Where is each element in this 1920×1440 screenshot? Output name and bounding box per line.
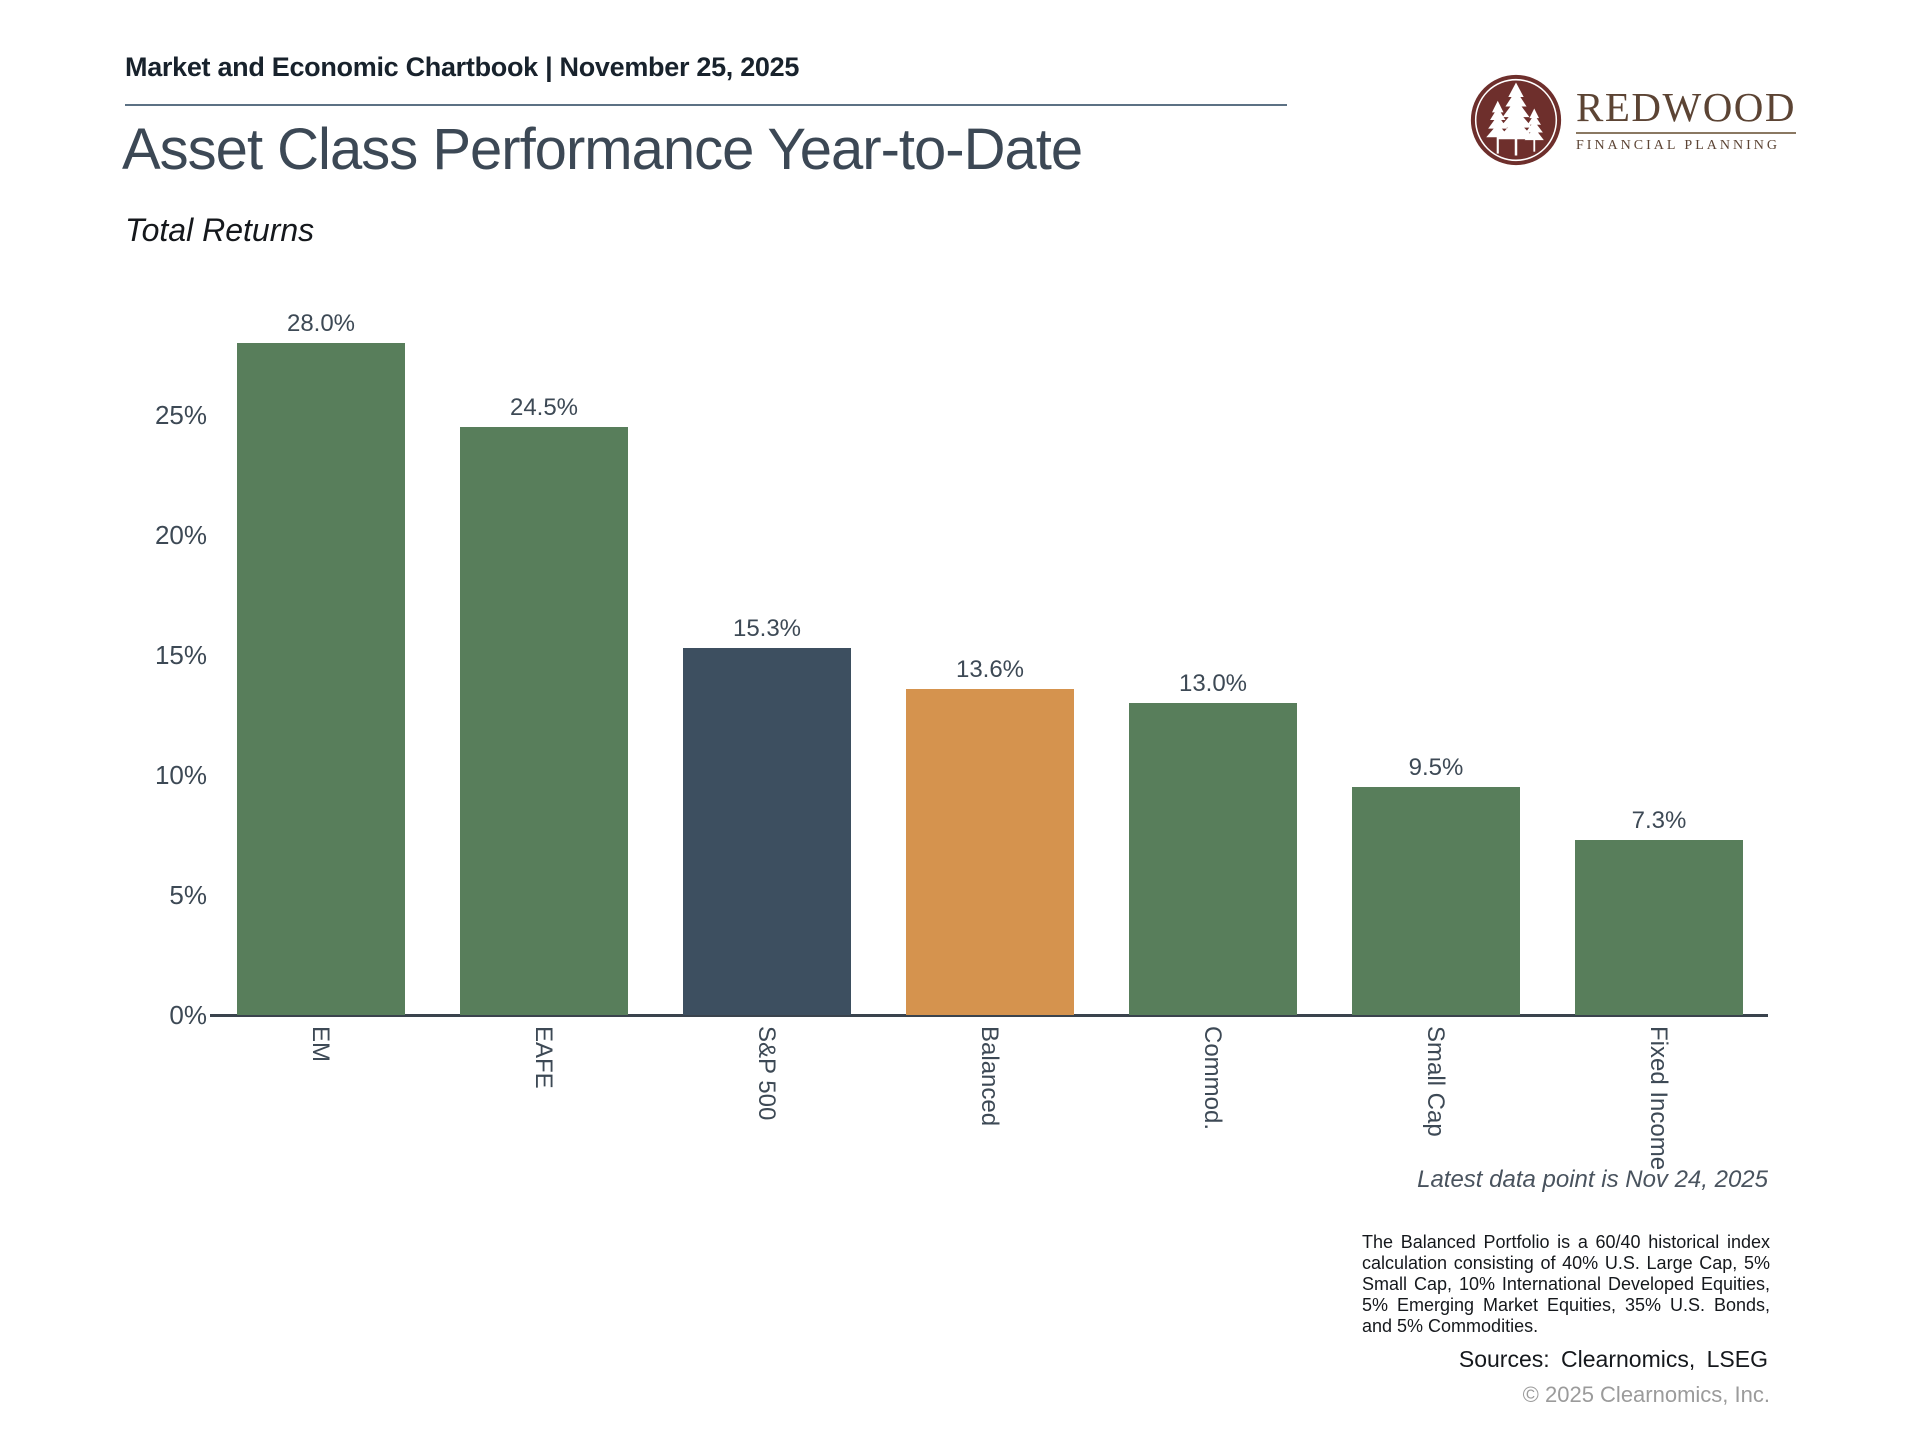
- value-label-small-cap: 9.5%: [1408, 754, 1464, 781]
- company-logo: REDWOOD FINANCIAL PLANNING: [1468, 72, 1797, 168]
- sources-line: Sources: Clearnomics, LSEG: [1458, 1346, 1768, 1372]
- y-axis-tick-label: 25%: [154, 400, 207, 430]
- y-axis-tick-label: 0%: [169, 1000, 207, 1030]
- value-label-em: 28.0%: [286, 310, 356, 337]
- report-kicker: Market and Economic Chartbook | November…: [125, 52, 800, 82]
- x-axis-label-fixed-income: Fixed Income: [1645, 1026, 1672, 1171]
- balanced-portfolio-disclosure: The Balanced Portfolio is a 60/40 histor…: [1362, 1232, 1770, 1336]
- logo-divider: [1576, 131, 1797, 134]
- x-axis-label-balanced: Balanced: [976, 1026, 1003, 1127]
- logo-company-name: REDWOOD: [1576, 83, 1797, 130]
- bar-eafe: [460, 427, 628, 1015]
- bar-small-cap: [1352, 787, 1520, 1015]
- x-axis-label-eafe: EAFE: [530, 1026, 557, 1089]
- y-axis-tick-label: 15%: [154, 640, 207, 670]
- y-axis-tick-label: 20%: [154, 520, 207, 550]
- header-divider: [125, 104, 1287, 106]
- x-axis-label-small-cap: Small Cap: [1422, 1026, 1449, 1137]
- logo-tagline: FINANCIAL PLANNING: [1576, 137, 1780, 153]
- value-label-commod: 13.0%: [1178, 670, 1248, 697]
- value-label-s-p-500: 15.3%: [732, 615, 802, 642]
- bar-balanced: [906, 689, 1074, 1015]
- bar-fixed-income: [1575, 840, 1743, 1015]
- bar-s-p-500: [683, 648, 851, 1015]
- value-label-balanced: 13.6%: [955, 656, 1025, 683]
- x-axis-line: [210, 1014, 1768, 1017]
- latest-data-note: Latest data point is Nov 24, 2025: [1417, 1166, 1768, 1193]
- x-axis-label-em: EM: [307, 1026, 334, 1062]
- y-axis-tick-label: 10%: [154, 760, 207, 790]
- value-label-fixed-income: 7.3%: [1631, 807, 1687, 834]
- page-title: Asset Class Performance Year-to-Date: [122, 117, 1083, 182]
- bar-em: [237, 343, 405, 1015]
- copyright-line: © 2025 Clearnomics, Inc.: [1522, 1382, 1770, 1407]
- page-subtitle: Total Returns: [125, 212, 315, 248]
- y-axis-tick-label: 5%: [169, 880, 207, 910]
- bar-commod: [1129, 703, 1297, 1015]
- pine-trees-circle-icon: [1470, 74, 1562, 166]
- x-axis-label-commod: Commod.: [1199, 1026, 1226, 1131]
- x-axis-label-s-p-500: S&P 500: [753, 1026, 780, 1121]
- value-label-eafe: 24.5%: [509, 394, 579, 421]
- logo-wordmark: REDWOOD FINANCIAL PLANNING: [1576, 83, 1797, 154]
